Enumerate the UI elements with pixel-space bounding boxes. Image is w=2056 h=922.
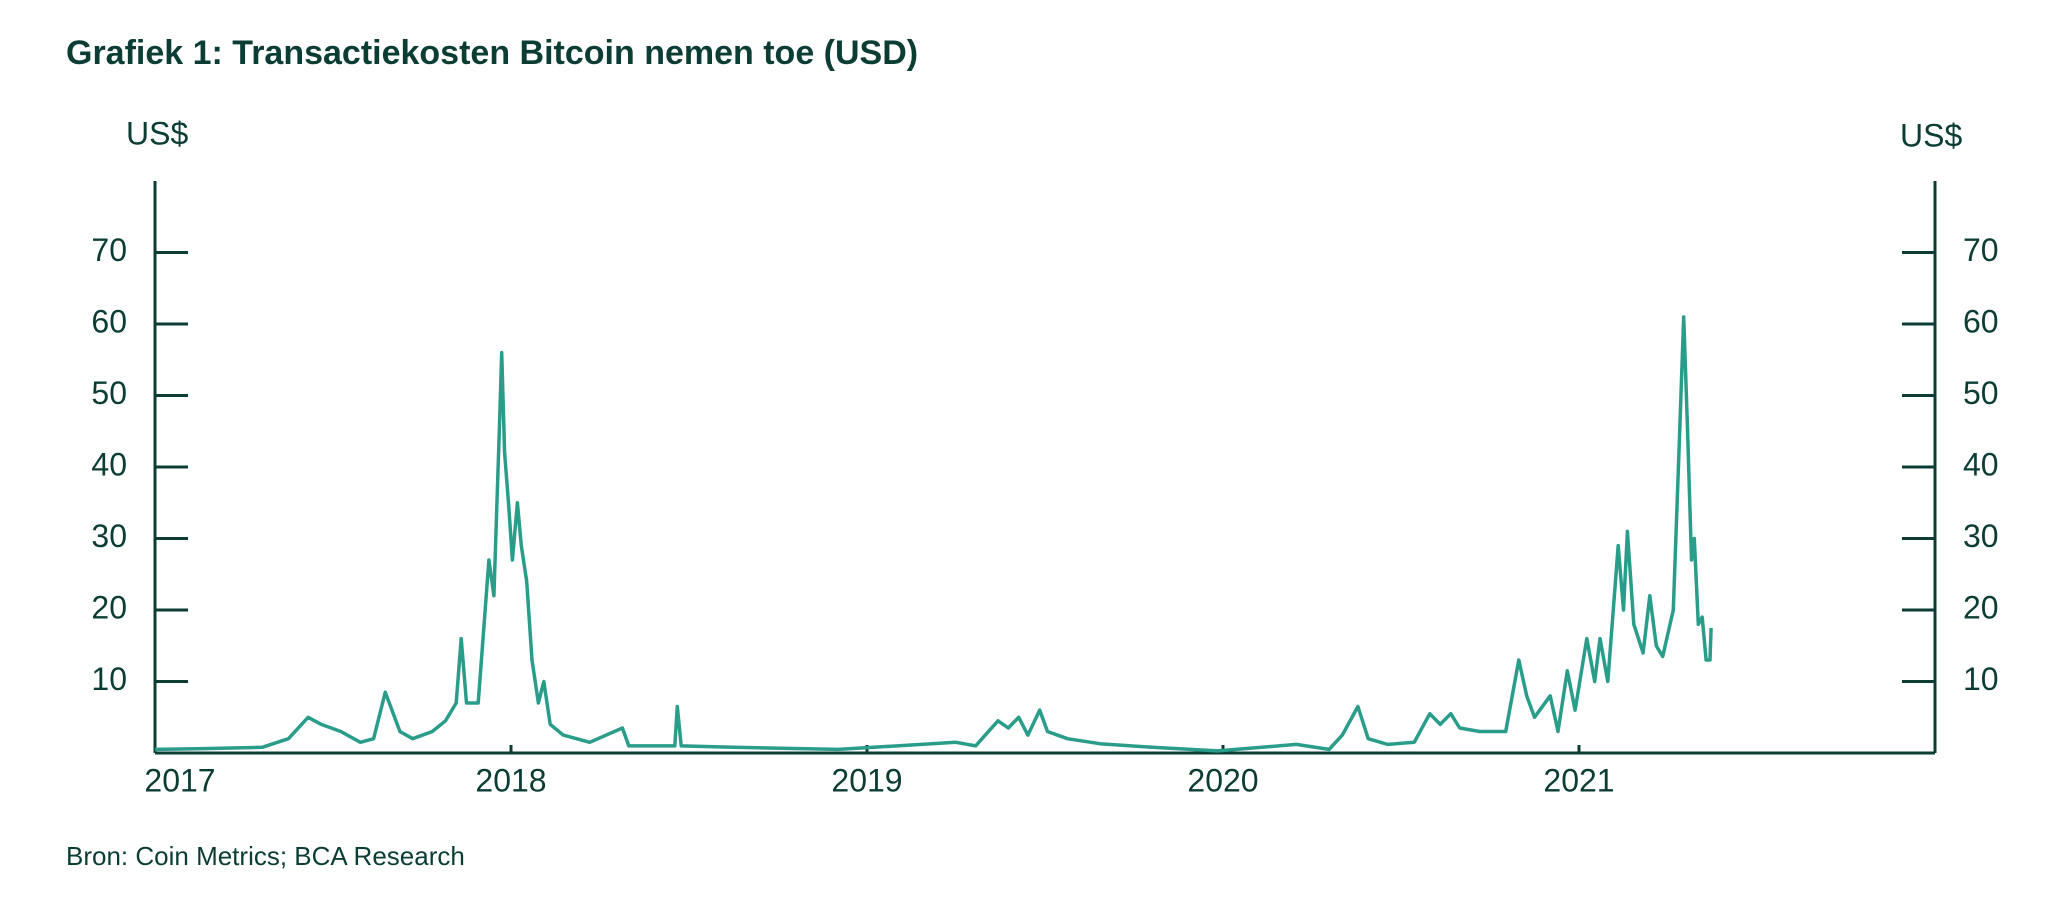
x-tick-label: 2017 <box>144 762 215 798</box>
x-tick-label: 2020 <box>1187 762 1258 798</box>
y-axis-label: US$ <box>126 115 188 151</box>
y-tick-label: 10 <box>91 661 127 697</box>
y2-tick-label: 60 <box>1963 303 1999 339</box>
y-tick-label: 50 <box>91 375 127 411</box>
y2-tick-label: 70 <box>1963 232 1999 268</box>
y-tick-label: 60 <box>91 303 127 339</box>
y-tick-label: 70 <box>91 232 127 268</box>
x-tick-label: 2021 <box>1543 762 1614 798</box>
data-line <box>154 315 1713 753</box>
y-tick-label: 40 <box>91 446 127 482</box>
y2-tick-label: 50 <box>1963 375 1999 411</box>
y2-axis-label: US$ <box>1900 117 1962 153</box>
y-tick-label: 30 <box>91 518 127 554</box>
source: Bron: Coin Metrics; BCA Research <box>66 841 465 871</box>
y2-tick-label: 30 <box>1963 518 1999 554</box>
y-tick-label: 20 <box>91 589 127 625</box>
y2-tick-label: 20 <box>1963 589 1999 625</box>
y2-tick-label: 10 <box>1963 661 1999 697</box>
y2-tick-label: 40 <box>1963 446 1999 482</box>
chart-title: Grafiek 1: Transactiekosten Bitcoin neme… <box>66 34 918 72</box>
x-tick-label: 2019 <box>831 762 902 798</box>
x-tick-label: 2018 <box>475 762 546 798</box>
